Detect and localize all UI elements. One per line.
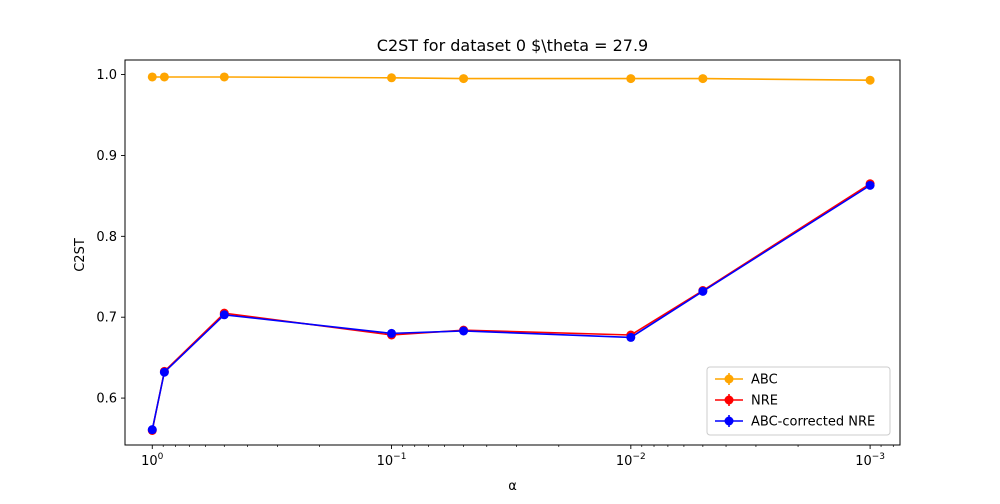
- data-point: [219, 310, 229, 320]
- data-point: [865, 180, 875, 190]
- data-point: [159, 367, 169, 377]
- legend-marker: [724, 416, 734, 426]
- legend-label: ABC: [751, 373, 778, 388]
- y-tick-label: 0.7: [96, 311, 117, 326]
- y-tick-label: 0.9: [96, 149, 117, 164]
- data-point: [626, 332, 636, 342]
- legend-marker: [724, 374, 734, 384]
- legend-marker: [724, 395, 734, 405]
- series-abc: [147, 72, 875, 85]
- series-line: [151, 184, 871, 430]
- y-tick-label: 0.8: [96, 230, 117, 245]
- data-point: [387, 73, 397, 83]
- x-axis-label: α: [508, 479, 517, 494]
- data-point: [147, 72, 157, 82]
- legend-box: [706, 366, 891, 436]
- legend-item: ABC-corrected NRE: [715, 415, 875, 430]
- legend-label: ABC-corrected NRE: [751, 415, 875, 430]
- plot-area: [124, 59, 901, 446]
- legend: ABC NRE ABC-corrected NRE: [706, 366, 891, 436]
- y-tick-label: 1.0: [96, 68, 117, 83]
- data-point: [387, 328, 397, 338]
- x-tick-label: 100: [141, 452, 164, 469]
- series-abc-corrected-nre: [147, 180, 875, 435]
- y-axis-label: C2ST: [73, 238, 88, 272]
- data-point: [698, 74, 708, 84]
- y-axis: 0.6 0.7 0.8 0.9 1.0: [96, 68, 125, 407]
- plot-frame: [124, 59, 901, 446]
- series-layer: [147, 72, 875, 435]
- legend-item: ABC: [715, 373, 778, 388]
- data-point: [147, 425, 157, 435]
- legend-label: NRE: [751, 394, 778, 409]
- legend-item: NRE: [715, 394, 778, 409]
- chart-title: C2ST for dataset 0 $\theta = 27.9: [377, 36, 648, 55]
- data-point: [219, 72, 229, 82]
- x-tick-label: 10−3: [855, 452, 885, 469]
- y-tick-label: 0.6: [96, 392, 117, 407]
- x-axis: 100 10−1 10−2 10−3: [141, 445, 894, 469]
- data-point: [159, 72, 169, 82]
- series-line: [152, 76, 871, 82]
- data-point: [459, 74, 469, 84]
- x-tick-label: 10−2: [616, 452, 646, 469]
- data-point: [459, 326, 469, 336]
- data-point: [865, 75, 875, 85]
- x-tick-label: 10−1: [377, 452, 407, 469]
- data-point: [698, 286, 708, 296]
- data-point: [626, 74, 636, 84]
